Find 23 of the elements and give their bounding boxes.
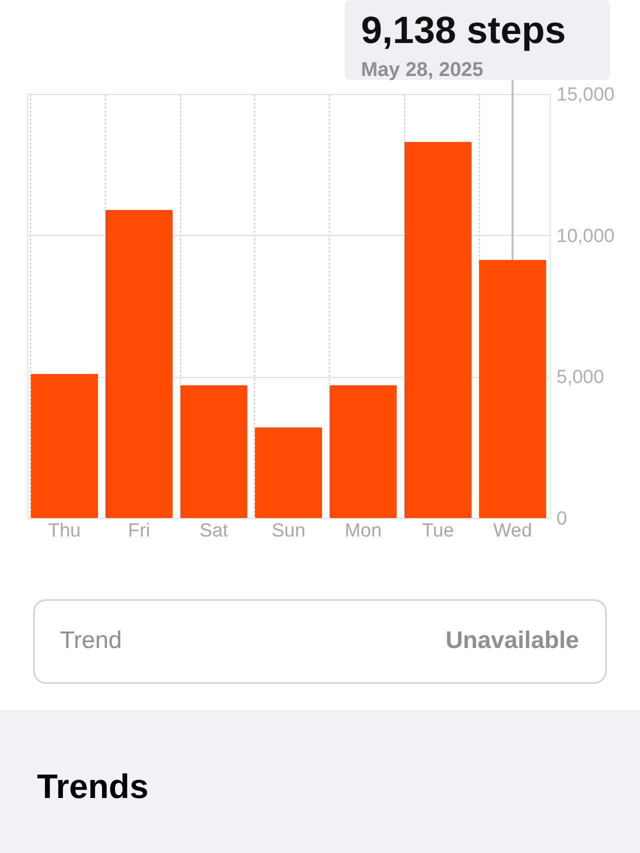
bar [30,374,98,518]
x-tick-label: Wed [493,520,532,542]
x-tick-label: Mon [344,520,382,542]
x-tick-label: Sat [200,520,229,542]
text: Unavailable [446,627,579,654]
annotation: 9,138 steps [361,10,566,52]
x-tick-label: Thu [48,520,81,542]
y-tick-label: 5,000 [556,367,604,388]
x-tick-label: Tue [422,520,454,542]
y-tick-label: 10,000 [556,226,615,247]
bar [404,142,472,518]
bar [479,260,546,518]
bar [254,428,322,518]
text: May 28, 2025 [361,59,484,81]
x-tick-label: Fri [128,520,150,542]
y-tick-label: 0 [556,508,568,530]
bar [180,385,248,518]
x-tick-label: Sun [272,520,306,542]
y-tick-label: 15,000 [556,84,615,106]
text: Trends [37,768,148,806]
bar [105,210,173,518]
text: Trend [60,627,122,654]
bar [330,385,397,518]
